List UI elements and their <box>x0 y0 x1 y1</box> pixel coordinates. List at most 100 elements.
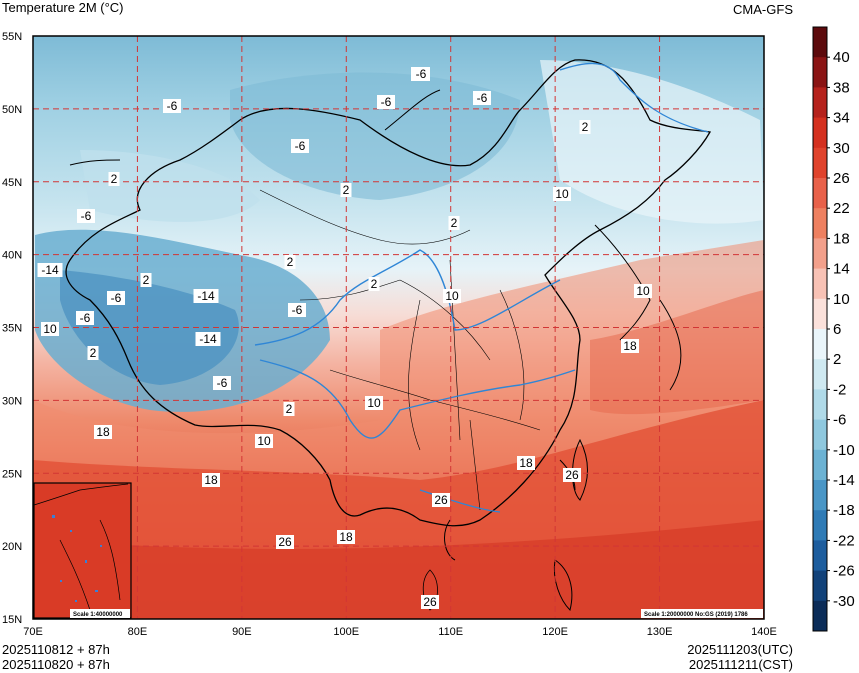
contour-label: 10 <box>443 289 461 303</box>
scale-box <box>641 609 763 618</box>
colorbar-label: -30 <box>833 593 855 610</box>
contour-value: -14 <box>199 332 217 346</box>
contour-value: 2 <box>371 277 378 291</box>
contour-label: -6 <box>288 303 306 317</box>
contour-value: 2 <box>451 216 458 230</box>
contour-label: 10 <box>634 284 652 298</box>
contour-label: -14 <box>193 289 219 303</box>
colorbar-swatch <box>813 480 827 511</box>
colorbar-label: 6 <box>833 321 841 338</box>
contour-value: 26 <box>565 468 579 482</box>
map-scale-label: Scale 1:20000000 No:GS (2019) 1786 <box>644 612 748 618</box>
colorbar-label: -2 <box>833 381 846 398</box>
contour-value: 2 <box>343 183 350 197</box>
contour-label: 10 <box>41 322 59 336</box>
chart-title: Temperature 2M (°C) <box>2 0 124 15</box>
contour-label: -6 <box>107 291 125 305</box>
contour-value: -6 <box>111 291 122 305</box>
contour-value: -14 <box>41 263 59 277</box>
lat-tick-label: 50N <box>2 104 22 116</box>
init-time-cst: 2025110820 + 87h <box>2 657 110 672</box>
lat-tick-label: 40N <box>2 250 22 262</box>
contour-label: -14 <box>195 332 221 346</box>
contour-value: 10 <box>43 322 57 336</box>
colorbar-swatch <box>813 268 827 300</box>
contour-label: 10 <box>255 434 273 448</box>
colorbar-swatch <box>813 389 827 421</box>
colorbar-label: 26 <box>833 170 850 187</box>
contour-value: 2 <box>286 402 293 416</box>
contour-value: 26 <box>278 535 292 549</box>
lon-tick-label: 110E <box>438 626 463 638</box>
contour-label: -6 <box>77 209 95 223</box>
valid-time-utc: 2025111203(UTC) <box>687 642 793 657</box>
lat-tick-label: 55N <box>2 31 22 43</box>
contour-label: -6 <box>473 91 491 105</box>
contour-value: 2 <box>111 172 118 186</box>
lat-lon-grid <box>33 36 764 619</box>
lon-tick-label: 70E <box>23 626 43 638</box>
colorbar-label: -26 <box>833 563 855 580</box>
contour-label: 26 <box>276 535 294 549</box>
colorbar-label: 14 <box>833 261 850 278</box>
colorbar-swatch <box>813 57 827 88</box>
contour-label: -14 <box>37 263 63 277</box>
contour-value: 18 <box>623 339 637 353</box>
contour-label: 10 <box>553 187 571 201</box>
contour-label: -6 <box>412 67 430 81</box>
contour-label: 2 <box>368 277 380 291</box>
contour-value: -6 <box>292 303 303 317</box>
colorbar-swatch <box>813 359 827 390</box>
contour-value: -6 <box>381 95 392 109</box>
lat-tick-label: 35N <box>2 323 22 335</box>
lon-tick-label: 100E <box>333 626 359 638</box>
contour-value: 18 <box>204 473 218 487</box>
contour-label: -6 <box>163 99 181 113</box>
init-time-utc: 2025110812 + 87h <box>2 642 110 657</box>
contour-value: -6 <box>217 376 228 390</box>
colorbar-label: 2 <box>833 351 841 368</box>
colorbar-swatch <box>813 419 827 451</box>
contour-value: 2 <box>90 346 97 360</box>
colorbar-label: 40 <box>833 49 850 66</box>
contour-value: 26 <box>434 493 448 507</box>
contour-label: 18 <box>621 339 639 353</box>
colorbar-label: -18 <box>833 502 855 519</box>
contour-label: -6 <box>213 376 231 390</box>
contour-label: 18 <box>94 425 112 439</box>
lon-tick-label: 140E <box>751 626 777 638</box>
colorbar: 40 38 34 30 26 22 18 14 10 6 2 -2 -6 -10 -14 -18 -22 -26 -… <box>812 26 855 632</box>
contour-value: 18 <box>339 530 353 544</box>
contour-label: 26 <box>421 595 439 609</box>
contour-value: 10 <box>367 396 381 410</box>
colorbar-label: 30 <box>833 140 850 157</box>
contour-value: 10 <box>445 289 459 303</box>
lon-tick-label: 130E <box>647 626 673 638</box>
model-name: CMA-GFS <box>733 2 793 17</box>
longitude-ticks: 70E 80E 90E 100E 110E 120E 130E 140E <box>23 626 777 638</box>
contour-value: 26 <box>423 595 437 609</box>
lon-tick-label: 80E <box>128 626 148 638</box>
colorbar-swatch <box>813 27 827 58</box>
colorbar-label: -6 <box>833 412 846 429</box>
colorbar-label: -14 <box>833 472 855 489</box>
contour-label: 2 <box>108 172 120 186</box>
colorbar-swatch <box>813 238 827 270</box>
contour-value: 18 <box>96 425 110 439</box>
colorbar-swatch <box>813 178 827 209</box>
colorbar-swatch <box>813 540 827 572</box>
contour-label: -6 <box>291 139 309 153</box>
contour-value: 2 <box>287 255 294 269</box>
contour-label: 26 <box>563 468 581 482</box>
contour-value: 10 <box>555 187 569 201</box>
colorbar-label: 18 <box>833 230 850 247</box>
contour-label: 2 <box>140 273 152 287</box>
latitude-ticks: 55N 50N 45N 40N 35N 30N 25N 20N 15N <box>2 31 22 626</box>
colorbar-swatch <box>813 449 827 481</box>
contour-value: -6 <box>295 139 306 153</box>
contour-label: 2 <box>283 402 295 416</box>
temperature-field <box>33 36 764 619</box>
colorbar-swatch <box>813 147 827 179</box>
contour-label: 26 <box>432 493 450 507</box>
